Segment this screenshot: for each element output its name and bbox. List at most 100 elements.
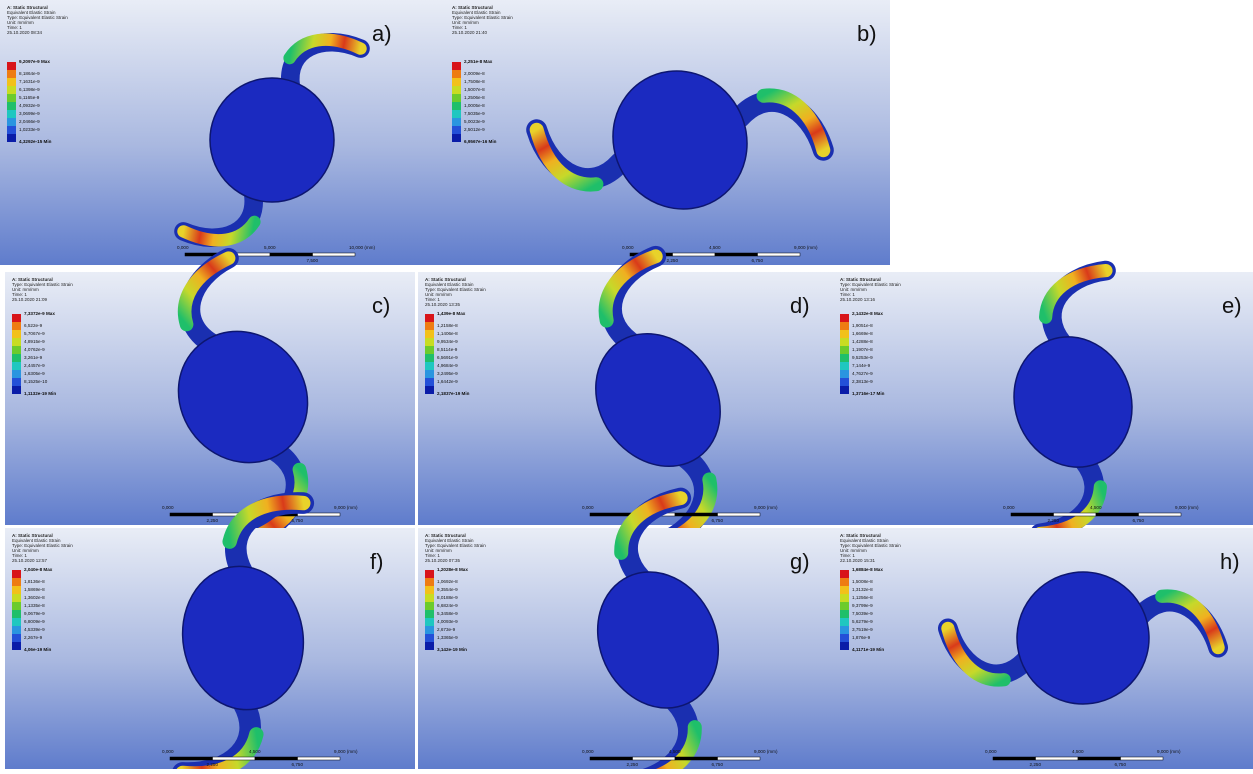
legend-swatch — [12, 386, 21, 394]
scale-label: 2,250 — [207, 762, 219, 767]
scale-bar-segment — [675, 513, 718, 516]
scale-label: 4,500 — [669, 749, 681, 754]
legend-swatch — [840, 594, 849, 602]
legend-value: 4,7627e-9 — [852, 371, 873, 376]
legend-value: 1,5007e-8 — [464, 87, 485, 92]
legend-swatch — [7, 118, 16, 126]
scale-bar-segment — [313, 253, 356, 256]
legend-value: 1,0233e-9 — [19, 127, 40, 132]
scale-bar-segment — [213, 757, 256, 760]
scale-bar-segment — [673, 253, 716, 256]
legend-swatch — [425, 610, 434, 618]
legend-value: 1,0005e-8 — [464, 103, 485, 108]
scale-label: 0,000 — [582, 505, 594, 510]
panel-label: h) — [1220, 549, 1240, 574]
legend-swatch — [840, 346, 849, 354]
panel: A: Static StructuralEquivalent Elastic S… — [418, 253, 833, 547]
header-line: 25.10.2020 08:34 — [7, 30, 43, 35]
legend-value: 2,267e-9 — [24, 635, 43, 640]
legend-value: 6,522e-9 — [24, 323, 43, 328]
legend-value: 3,2495e-9 — [437, 371, 458, 376]
legend-swatch — [425, 570, 434, 578]
legend-value: 1,7508e-8 — [464, 79, 485, 84]
scale-label: 9,000 (mm) — [1157, 749, 1181, 754]
legend-value: 4,06e-19 Min — [24, 647, 52, 652]
legend-swatch — [12, 586, 21, 594]
legend-swatch — [12, 338, 21, 346]
panel: A: Static StructuralEquivalent Elastic S… — [833, 514, 1253, 769]
legend-value: 8,1864e-9 — [19, 71, 40, 76]
legend-swatch — [425, 602, 434, 610]
legend-value: 7,144e-9 — [852, 363, 871, 368]
scale-label: 6,750 — [712, 518, 724, 523]
legend-swatch — [425, 370, 434, 378]
legend-value: 1,6669e-8 — [852, 331, 873, 336]
legend-value: 1,2506e-8 — [464, 95, 485, 100]
legend-value: 1,6442e-9 — [437, 379, 458, 384]
scale-label: 7,500 — [307, 258, 319, 263]
header-line: 25.10.2020 13:35 — [425, 302, 461, 307]
scale-label: 9,000 (mm) — [754, 505, 778, 510]
header-line: 25.10.2020 13:16 — [840, 297, 876, 302]
legend-swatch — [840, 570, 849, 578]
scale-bar-segment — [170, 513, 213, 516]
legend-value: 3,261e-9 — [24, 355, 43, 360]
scale-bar-segment — [1078, 757, 1121, 760]
legend-value: 5,1165e-9 — [19, 95, 40, 100]
legend-value: 2,0009e-8 — [464, 71, 485, 76]
panel-label: f) — [370, 549, 383, 574]
legend-swatch — [12, 610, 21, 618]
legend-swatch — [425, 386, 434, 394]
scale-label: 5,000 — [264, 245, 276, 250]
legend-value: 1,3365e-9 — [437, 635, 458, 640]
legend-swatch — [425, 634, 434, 642]
legend-swatch — [452, 102, 461, 110]
legend-value: 4,5339e-9 — [24, 627, 45, 632]
legend-swatch — [12, 370, 21, 378]
legend-swatch — [7, 86, 16, 94]
legend-value: 1,4288e-8 — [852, 339, 873, 344]
legend-swatch — [7, 110, 16, 118]
legend-swatch — [425, 594, 434, 602]
scale-bar-segment — [170, 757, 213, 760]
legend-swatch — [425, 618, 434, 626]
scale-bar-segment — [633, 757, 676, 760]
scale-label: 2,250 — [627, 762, 639, 767]
panel: A: Static StructuralEquivalent Elastic S… — [5, 499, 415, 769]
legend-swatch — [840, 322, 849, 330]
legend-swatch — [425, 578, 434, 586]
scale-bar-segment — [718, 757, 761, 760]
scale-label: 2,250 — [667, 258, 679, 263]
scale-bar-segment — [675, 757, 718, 760]
legend-value: 2,1837e-19 Min — [437, 391, 470, 396]
scale-label: 2,250 — [1030, 762, 1042, 767]
legend-value: 5,7067e-9 — [24, 331, 45, 336]
legend-swatch — [7, 134, 16, 142]
panel-label: d) — [790, 293, 810, 318]
legend-swatch — [840, 618, 849, 626]
legend-value: 9,3799e-9 — [852, 603, 873, 608]
legend-swatch — [12, 594, 21, 602]
scale-label: 0,000 — [162, 505, 174, 510]
legend-value: 4,0762e-9 — [24, 347, 45, 352]
scale-bar-segment — [590, 513, 633, 516]
legend-value: 1,1256e-8 — [852, 595, 873, 600]
legend-value: 7,5039e-9 — [852, 611, 873, 616]
scale-label: 9,000 (mm) — [334, 749, 358, 754]
scale-bar-segment — [718, 513, 761, 516]
legend-swatch — [7, 126, 16, 134]
legend-value: 1,2028e-8 Max — [437, 567, 468, 572]
legend-swatch — [12, 570, 21, 578]
legend-swatch — [840, 578, 849, 586]
legend-swatch — [840, 602, 849, 610]
legend-value: 6,6824e-9 — [437, 603, 458, 608]
legend-swatch — [840, 610, 849, 618]
legend-value: 4,9684e-9 — [437, 363, 458, 368]
legend-value: 9,3554e-9 — [437, 587, 458, 592]
scale-label: 0,000 — [162, 749, 174, 754]
panel: A: Static StructuralEquivalent Elastic S… — [418, 494, 833, 769]
legend-value: 3,7519e-9 — [852, 627, 873, 632]
scale-label: 2,250 — [207, 518, 219, 523]
scale-label: 0,000 — [985, 749, 997, 754]
legend-value: 4,0932e-9 — [19, 103, 40, 108]
